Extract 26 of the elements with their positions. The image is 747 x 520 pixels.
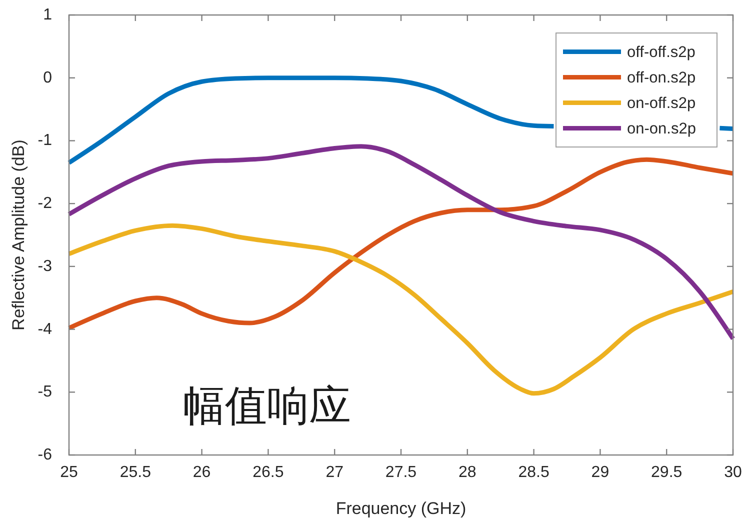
x-tick-label: 29.5 [651, 464, 682, 481]
legend-label: off-off.s2p [627, 43, 696, 60]
x-tick-label: 27 [326, 464, 344, 481]
x-tick-label: 25 [60, 464, 78, 481]
y-tick-label: -2 [38, 195, 52, 212]
y-tick-label: 0 [43, 69, 52, 86]
y-tick-label: -3 [38, 258, 52, 275]
x-tick-label: 26 [192, 464, 211, 481]
y-tick-label: 1 [43, 6, 52, 24]
x-tick-label: 28.5 [518, 464, 550, 481]
x-tick-label: 30 [724, 464, 742, 481]
y-tick-label: -1 [38, 132, 52, 150]
legend-label: off-on.s2p [627, 68, 696, 86]
y-axis-title: Reflective Amplitude (dB) [9, 140, 28, 330]
x-tick-label: 27.5 [385, 464, 417, 481]
legend-label: on-on.s2p [627, 120, 696, 137]
y-tick-label: -4 [38, 320, 52, 338]
x-tick-label: 29 [591, 464, 610, 481]
x-tick-label: 25.5 [120, 464, 152, 481]
y-tick-label: -5 [38, 384, 52, 401]
annotation: 幅值响应 [183, 380, 352, 430]
x-axis-title: Frequency (GHz) [336, 499, 466, 518]
legend-label: on-off.s2p [627, 94, 696, 112]
y-tick-label: -6 [38, 446, 52, 464]
x-tick-label: 26.5 [252, 464, 284, 481]
x-tick-label: 28 [458, 464, 476, 481]
